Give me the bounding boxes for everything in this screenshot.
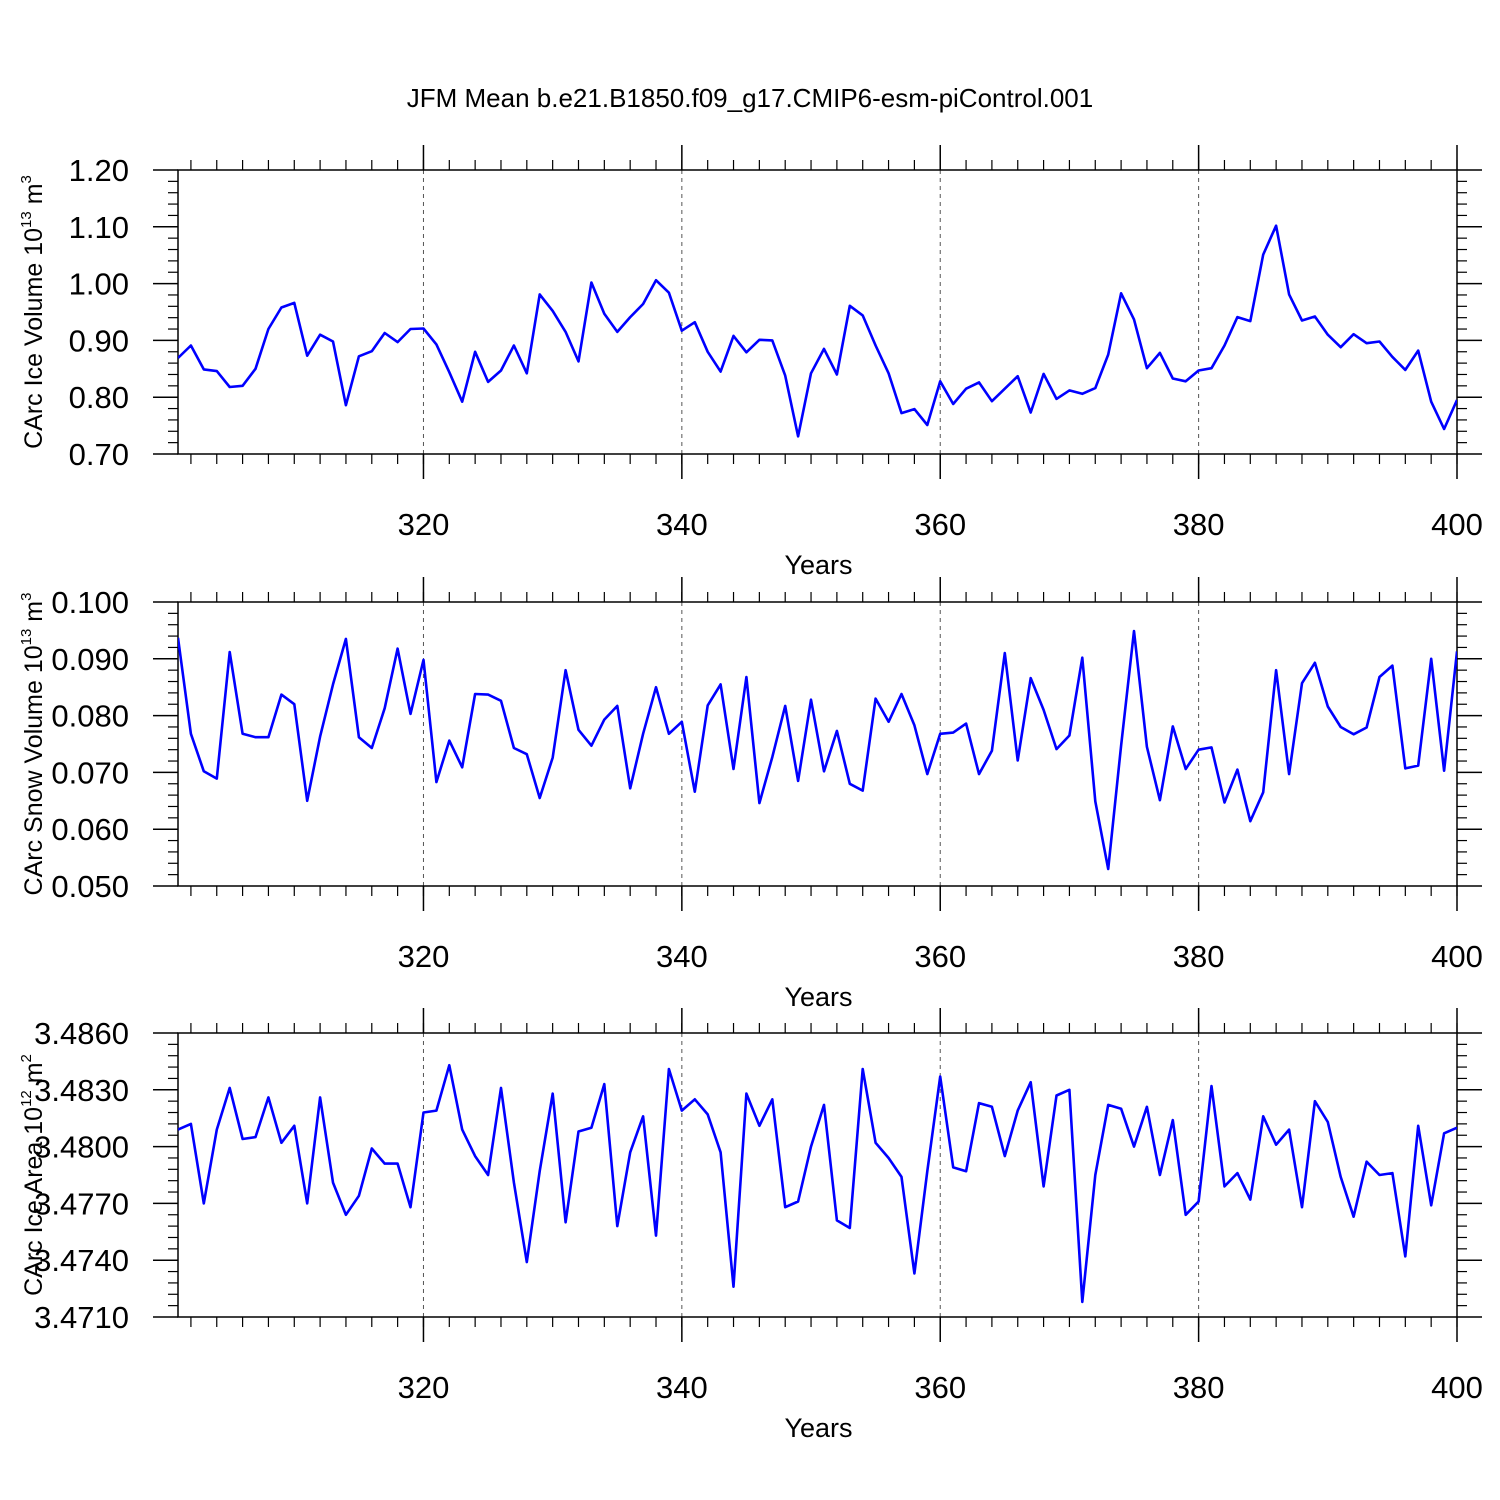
y-tick-label: 0.90 [69, 323, 129, 358]
y-tick-label: 0.80 [69, 380, 129, 415]
x-tick-label: 400 [1431, 507, 1483, 542]
y-tick-label: 0.050 [51, 869, 129, 904]
chart-title: JFM Mean b.e21.B1850.f09_g17.CMIP6-esm-p… [407, 83, 1093, 113]
y-tick-label: 3.4770 [34, 1186, 129, 1221]
y-axis-label: CArc Snow Volume 1013 m3 [18, 593, 48, 896]
y-tick-label: 0.070 [51, 755, 129, 790]
panel-2: 320 340 360 380 400 0.050 0.060 0.070 0.080 0.090… [18, 577, 1483, 1012]
series-line [178, 1063, 1457, 1304]
panel-1: 320 340 360 380 400 0.70 0.80 0.90 1.00 1.10 1.20 Y… [18, 145, 1483, 580]
x-tick-label: 380 [1173, 507, 1225, 542]
plot-frame [177, 1032, 1458, 1318]
y-tick-label: 0.060 [51, 812, 129, 847]
y-axis-label: CArc Ice Area 1012 m2 [18, 1054, 48, 1296]
plot-frame [177, 601, 1458, 887]
x-tick-label: 320 [398, 507, 450, 542]
x-tick-label: 360 [914, 507, 966, 542]
x-axis-label: Years [784, 550, 852, 580]
y-tick-label: 3.4800 [34, 1130, 129, 1165]
x-tick-label: 340 [656, 507, 708, 542]
y-tick-label: 3.4710 [34, 1300, 129, 1335]
x-tick-label: 380 [1173, 1370, 1225, 1405]
x-tick-label: 360 [914, 1370, 966, 1405]
x-tick-label: 380 [1173, 939, 1225, 974]
x-tick-label: 340 [656, 939, 708, 974]
x-axis-label: Years [784, 982, 852, 1012]
series-line [178, 224, 1457, 438]
y-tick-label: 1.10 [69, 210, 129, 245]
y-tick-label: 1.20 [69, 153, 129, 188]
y-tick-label: 0.080 [51, 699, 129, 734]
y-tick-label: 1.00 [69, 267, 129, 302]
y-tick-label: 0.100 [51, 585, 129, 620]
series-line [178, 629, 1457, 871]
x-tick-label: 340 [656, 1370, 708, 1405]
y-tick-label: 3.4830 [34, 1073, 129, 1108]
plot-frame [177, 169, 1458, 455]
y-tick-label: 0.70 [69, 437, 129, 472]
x-axis-label: Years [784, 1413, 852, 1443]
y-tick-label: 0.090 [51, 642, 129, 677]
x-tick-label: 400 [1431, 1370, 1483, 1405]
x-tick-label: 400 [1431, 939, 1483, 974]
x-tick-label: 360 [914, 939, 966, 974]
y-tick-label: 3.4740 [34, 1243, 129, 1278]
x-tick-label: 320 [398, 1370, 450, 1405]
y-tick-label: 3.4860 [34, 1016, 129, 1051]
y-axis-label: CArc Ice Volume 1013 m3 [18, 175, 48, 449]
x-tick-label: 320 [398, 939, 450, 974]
panel-3: 320 340 360 380 400 3.4710 3.4740 3.4770 3.4800 3… [18, 1008, 1483, 1443]
